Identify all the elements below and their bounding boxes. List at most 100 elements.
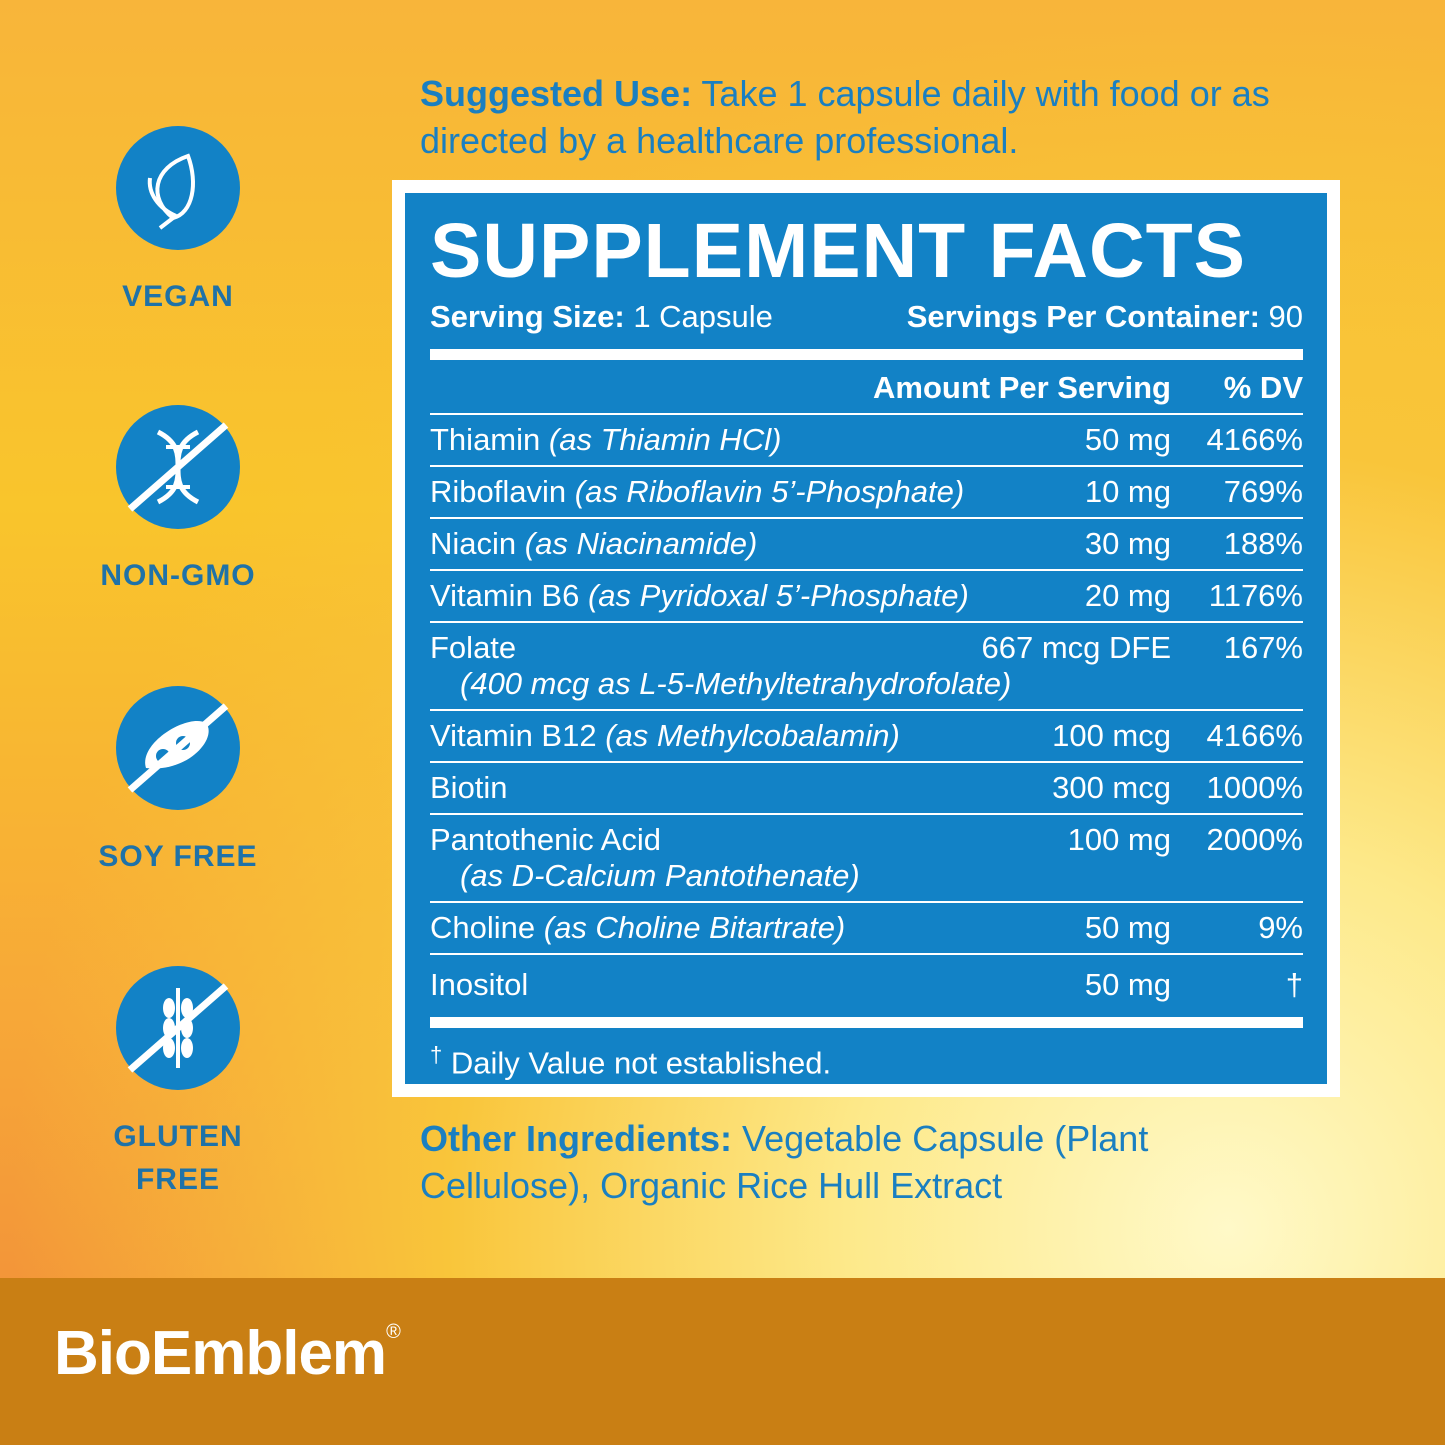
suggested-use-label: Suggested Use: <box>420 73 693 114</box>
nutrient: Folate <box>430 630 981 666</box>
nutrient-source: (as Methylcobalamin) <box>605 718 900 753</box>
icon-circle <box>116 126 240 250</box>
nutrient-name: Thiamin <box>430 422 541 457</box>
badge-icon <box>116 126 240 250</box>
amount: 30 mg <box>1084 526 1171 561</box>
brand-band: BioEmblem® <box>0 1278 1445 1445</box>
badge-line: FREE <box>135 1163 220 1196</box>
amount: 50 mg <box>1084 910 1171 945</box>
other-ingredients-text: Vegetable Capsule (Plant Cellulose), Org… <box>420 1118 1149 1206</box>
daily-value: 1000% <box>1206 770 1303 805</box>
daily-value: 2000% <box>1206 822 1303 857</box>
nutrient-name: Choline <box>430 910 536 945</box>
fact-row: Inositol 50 mg † <box>430 955 1303 1017</box>
badge-label: NON-GMO <box>88 554 268 597</box>
badge: VEGAN <box>88 125 268 318</box>
amount: 20 mg <box>1084 578 1171 613</box>
amount-header: Amount Per Serving <box>873 370 1171 405</box>
nutrient-source: (as Thiamin HCl) <box>548 422 782 457</box>
facts-inner: SUPPLEMENT FACTS Serving Size: 1 Capsule… <box>405 193 1327 1084</box>
nutrient: Niacin (as Niacinamide) <box>430 526 1085 562</box>
nutrient: Inositol <box>430 967 1085 1003</box>
badge-line: NON-GMO <box>100 559 256 592</box>
badge-icon <box>116 966 240 1090</box>
amount: 50 mg <box>1084 967 1171 1002</box>
amount: 300 mcg <box>1052 770 1171 805</box>
daily-value: † <box>1285 967 1303 1002</box>
amount: 100 mcg <box>1052 718 1171 753</box>
daily-value: 4166% <box>1206 718 1303 753</box>
nutrient-name: Vitamin B12 <box>430 718 597 753</box>
fact-row: Riboflavin (as Riboflavin 5’-Phosphate) 1… <box>430 467 1303 519</box>
amount: 667 mcg DFE <box>981 630 1171 665</box>
badge-line: GLUTEN <box>113 1120 243 1153</box>
badge-icon <box>116 405 240 529</box>
nutrient-source: (as Riboflavin 5’-Phosphate) <box>574 474 965 509</box>
nutrient-name: Biotin <box>430 770 508 805</box>
servings-label: Servings Per Container: <box>906 299 1260 334</box>
serving-size: Serving Size: 1 Capsule <box>430 299 773 335</box>
suggested-use-text: Take 1 capsule daily with food or as dir… <box>420 73 1270 161</box>
brand-name: BioEmblem <box>54 1319 387 1388</box>
daily-value: 9% <box>1258 910 1303 945</box>
daily-value: 188% <box>1223 526 1303 561</box>
nutrient: Thiamin (as Thiamin HCl) <box>430 422 1085 458</box>
facts-title: SUPPLEMENT FACTS <box>430 208 1247 294</box>
nutrient-name: Riboflavin <box>430 474 567 509</box>
rows: Thiamin (as Thiamin HCl) 50 mg 4166% Ribofl… <box>430 415 1303 1017</box>
serving-size-label: Serving Size: <box>430 299 625 334</box>
nutrient: Vitamin B12 (as Methylcobalamin) <box>430 718 1052 754</box>
footnote: † Daily Value not established. <box>430 1042 1303 1081</box>
daily-value: 167% <box>1223 630 1303 665</box>
nutrient-name: Vitamin B6 <box>430 578 580 613</box>
servings-value: 90 <box>1268 299 1303 334</box>
nutrient-name: Niacin <box>430 526 517 561</box>
facts-panel: SUPPLEMENT FACTS Serving Size: 1 Capsule… <box>392 180 1340 1097</box>
amount: 100 mg <box>1067 822 1171 857</box>
daily-value: 4166% <box>1206 422 1303 457</box>
dv-header: % DV <box>1223 370 1303 405</box>
nutrient-source: (as Choline Bitartrate) <box>543 910 846 945</box>
footnote-mark: † <box>430 1042 443 1067</box>
thick-rule <box>430 1017 1303 1028</box>
brand: BioEmblem® <box>54 1318 401 1389</box>
other-ingredients: Other Ingredients: Vegetable Capsule (Pl… <box>420 1115 1300 1209</box>
fact-row: Vitamin B12 (as Methylcobalamin) 100 mcg 4… <box>430 711 1303 763</box>
serving-size-value: 1 Capsule <box>633 299 773 334</box>
nutrient: Pantothenic Acid <box>430 822 1068 858</box>
nutrient-name: Pantothenic Acid <box>430 822 661 857</box>
badge-line: VEGAN <box>122 280 234 313</box>
nutrient-source: (as Pyridoxal 5’-Phosphate) <box>587 578 969 613</box>
footnote-text: Daily Value not established. <box>450 1045 832 1081</box>
badge: NON-GMO <box>88 404 268 597</box>
fact-row: Choline (as Choline Bitartrate) 50 mg 9% <box>430 903 1303 955</box>
fact-row: Niacin (as Niacinamide) 30 mg 188% <box>430 519 1303 571</box>
badge-icon <box>116 686 240 810</box>
brand-mark: ® <box>386 1321 401 1343</box>
servings: Servings Per Container: 90 <box>907 299 1303 335</box>
nutrient: Choline (as Choline Bitartrate) <box>430 910 1085 946</box>
other-ingredients-label: Other Ingredients: <box>420 1118 733 1159</box>
facts-content: SUPPLEMENT FACTS Serving Size: 1 Capsule… <box>430 193 1303 1081</box>
daily-value: 769% <box>1223 474 1303 509</box>
nutrient-name: Folate <box>430 630 517 665</box>
daily-value: 1176% <box>1208 578 1303 613</box>
fact-row: Folate 667 mcg DFE 167% (400 mcg as L-5-Met… <box>430 623 1303 711</box>
amount: 50 mg <box>1084 422 1171 457</box>
serving-line: Serving Size: 1 Capsule Servings Per Con… <box>430 299 1303 335</box>
badge-line: SOY FREE <box>98 840 258 873</box>
badge-label: VEGAN <box>88 275 268 318</box>
badge: SOY FREE <box>88 685 268 878</box>
amount: 10 mg <box>1084 474 1171 509</box>
fact-row: Thiamin (as Thiamin HCl) 50 mg 4166% <box>430 415 1303 467</box>
nutrient-name: Inositol <box>430 967 529 1002</box>
header-row: Amount Per Serving % DV <box>430 360 1303 415</box>
nutrient: Riboflavin (as Riboflavin 5’-Phosphate) <box>430 474 1085 510</box>
nutrient: Vitamin B6 (as Pyridoxal 5’-Phosphate) <box>430 578 1085 614</box>
nutrient-source: (as D-Calcium Pantothenate) <box>460 858 860 893</box>
fact-row: Biotin 300 mcg 1000% <box>430 763 1303 815</box>
badge-label: SOY FREE <box>88 835 268 878</box>
badge-label: GLUTEN FREE <box>88 1115 268 1201</box>
nutrient-source: (as Niacinamide) <box>524 526 758 561</box>
